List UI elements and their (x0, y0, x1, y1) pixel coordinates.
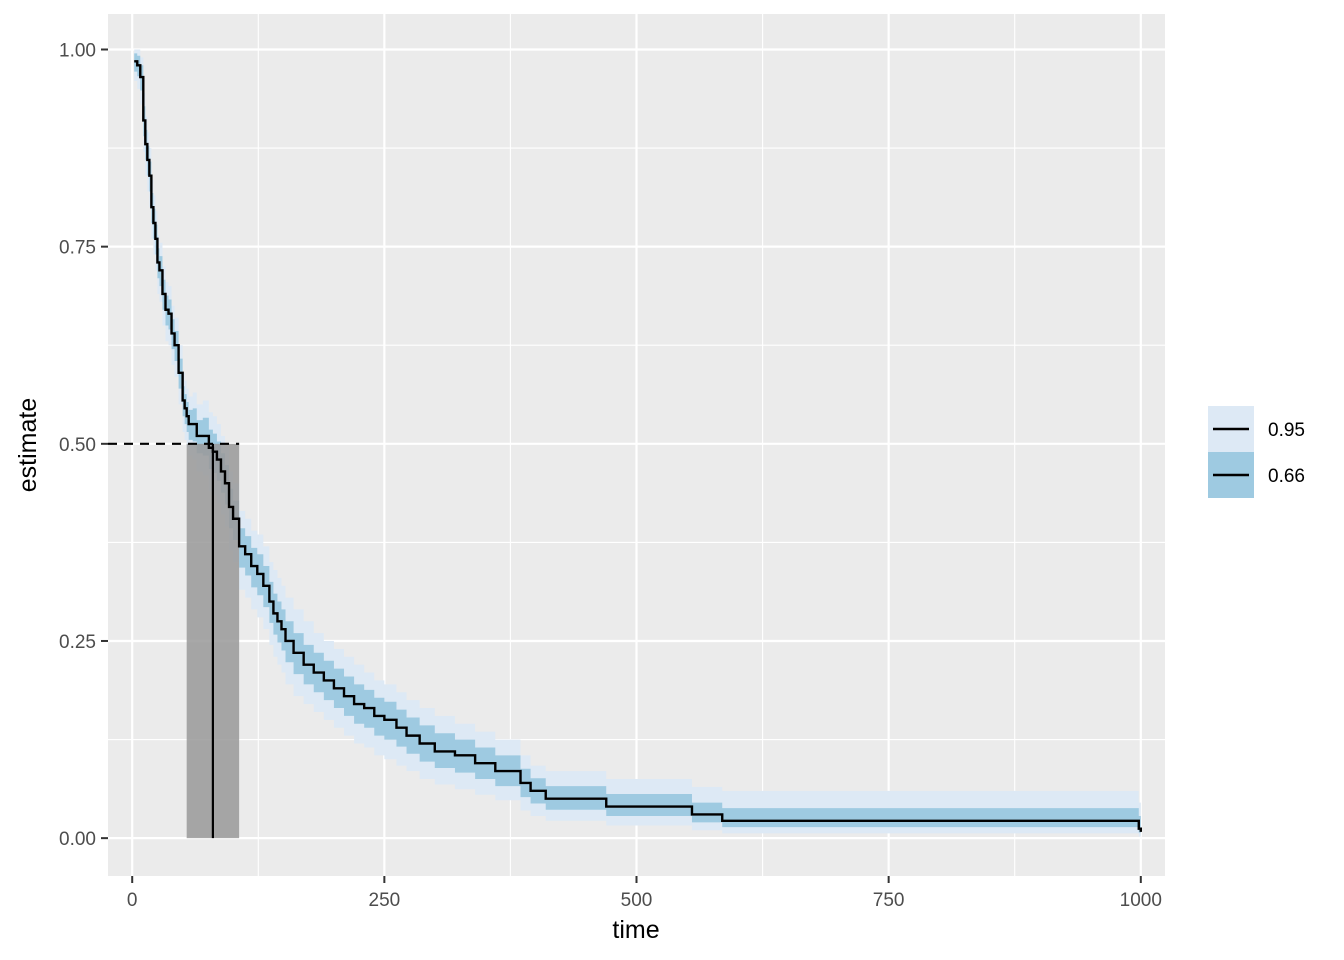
y-axis-title: estimate (14, 398, 42, 492)
x-tick-label: 0 (127, 890, 138, 911)
legend-label: 0.66 (1268, 466, 1305, 487)
y-tick-label: 0.75 (59, 238, 96, 259)
y-tick-label: 0.25 (59, 632, 96, 653)
x-tick-label: 250 (369, 890, 401, 911)
x-axis-title: time (612, 916, 659, 944)
y-tick-label: 0.00 (59, 829, 96, 850)
x-axis: 0 250 500 750 1000 (127, 876, 1162, 911)
legend-label: 0.95 (1268, 420, 1305, 441)
legend: 0.95 0.66 (1208, 406, 1305, 498)
y-tick-label: 0.50 (59, 435, 96, 456)
x-tick-label: 1000 (1120, 890, 1162, 911)
x-tick-label: 750 (873, 890, 905, 911)
median-annotation (108, 442, 240, 839)
y-tick-label: 1.00 (59, 40, 96, 61)
survival-step-line (134, 60, 1142, 832)
x-tick-label: 500 (621, 890, 653, 911)
survival-curve (134, 60, 1142, 832)
y-axis: 0.00 0.25 0.50 0.75 1.00 (59, 40, 108, 850)
